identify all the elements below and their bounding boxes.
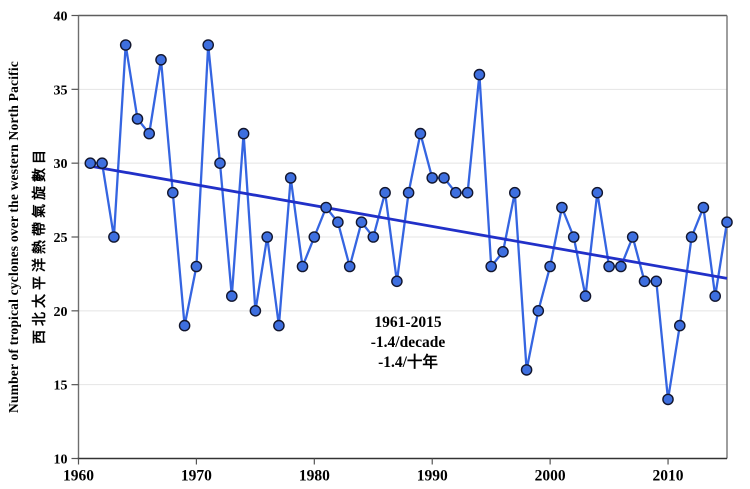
- data-point-marker: [96, 157, 108, 169]
- data-point-marker: [473, 68, 486, 81]
- data-point-marker: [225, 290, 238, 302]
- y-tick-label: 30: [54, 157, 68, 172]
- data-point-marker: [84, 157, 97, 169]
- x-tick-label: 1990: [417, 468, 448, 485]
- data-point-marker: [485, 260, 498, 273]
- annotation-period: 1961-2015: [374, 314, 442, 331]
- data-point-marker: [685, 231, 698, 243]
- data-point-marker: [178, 319, 191, 332]
- x-tick-label: 1970: [181, 468, 212, 485]
- data-point-marker: [638, 275, 651, 288]
- data-point-marker: [662, 393, 674, 406]
- data-point-marker: [320, 201, 332, 214]
- data-point-marker: [308, 231, 321, 243]
- data-point-marker: [343, 260, 356, 273]
- data-point-marker: [438, 172, 450, 184]
- data-point-marker: [520, 364, 533, 376]
- data-point-marker: [355, 216, 368, 228]
- data-point-marker: [697, 201, 710, 214]
- data-point-marker: [709, 290, 722, 302]
- data-point-marker: [650, 275, 663, 288]
- y-tick-label: 40: [54, 10, 68, 25]
- data-point-marker: [367, 231, 380, 243]
- data-point-marker: [615, 260, 627, 273]
- x-tick-label: 1980: [299, 468, 330, 485]
- data-point-marker: [556, 201, 568, 214]
- data-point-marker: [273, 319, 285, 332]
- data-point-marker: [284, 172, 297, 184]
- data-point-marker: [166, 186, 179, 199]
- data-point-marker: [579, 290, 592, 302]
- data-point-marker: [721, 216, 733, 228]
- y-axis-title-chinese: 西北太平洋熱帶氣旋數目: [33, 146, 48, 344]
- data-point-marker: [108, 231, 120, 243]
- data-point-marker: [237, 127, 250, 140]
- y-axis-title-english: Number of tropical cyclones over the wes…: [6, 60, 21, 414]
- y-tick-label: 25: [54, 231, 68, 246]
- data-point-marker: [591, 186, 604, 199]
- x-tick-label: 2010: [653, 468, 684, 485]
- data-point-marker: [402, 186, 415, 199]
- data-point-marker: [414, 127, 427, 140]
- x-tick-label: 2000: [535, 468, 566, 485]
- data-point-marker: [332, 216, 344, 228]
- data-point-marker: [296, 260, 309, 273]
- data-point-marker: [202, 39, 214, 51]
- data-point-marker: [532, 304, 545, 317]
- data-point-marker: [426, 172, 439, 184]
- data-point-marker: [214, 157, 226, 169]
- annotation-rate-chinese: -1.4/十年: [378, 354, 438, 371]
- y-tick-label: 20: [54, 305, 68, 320]
- y-tick-label: 35: [54, 83, 68, 98]
- data-point-marker: [261, 231, 274, 243]
- data-point-marker: [190, 260, 203, 273]
- data-point-marker: [567, 231, 580, 243]
- data-point-marker: [155, 54, 167, 66]
- y-tick-label: 10: [54, 453, 68, 468]
- y-tick-label: 15: [54, 379, 68, 394]
- data-point-marker: [119, 39, 132, 51]
- annotation-rate-english: -1.4/decade: [370, 334, 446, 351]
- data-point-marker: [143, 127, 155, 140]
- data-point-marker: [391, 275, 403, 288]
- data-point-marker: [131, 113, 144, 125]
- data-point-marker: [544, 260, 556, 273]
- data-point-marker: [249, 304, 262, 317]
- trend-line: [90, 164, 728, 280]
- data-point-marker: [674, 319, 686, 332]
- x-tick-label: 1960: [63, 468, 94, 485]
- data-point-marker: [508, 186, 521, 199]
- data-point-marker: [449, 186, 462, 199]
- data-point-marker: [497, 245, 509, 258]
- trend-annotation: 1961-2015 -1.4/decade -1.4/十年: [332, 313, 484, 373]
- data-point-marker: [603, 260, 615, 273]
- data-point-marker: [461, 186, 474, 199]
- data-point-marker: [379, 186, 391, 199]
- data-point-marker: [626, 231, 639, 243]
